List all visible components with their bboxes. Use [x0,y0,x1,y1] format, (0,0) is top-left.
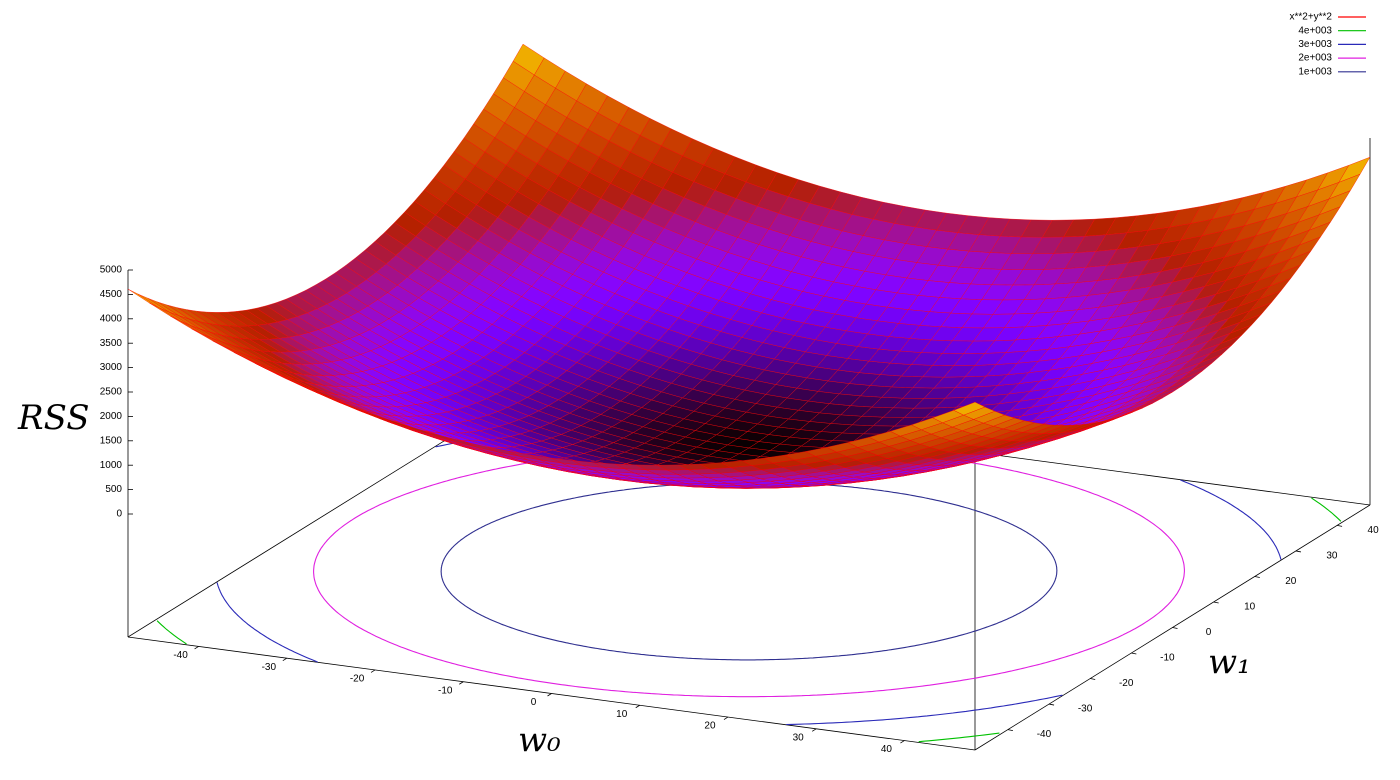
x-tick-label: -10 [438,685,453,696]
legend-label: x**2+y**2 [1289,12,1332,23]
x-tick-label: 10 [616,709,628,720]
z-tick-label: 3500 [100,338,123,349]
y-tick-label: 30 [1326,551,1338,562]
legend-label: 3e+003 [1298,39,1332,50]
legend-label: 2e+003 [1298,53,1332,64]
z-axis-label: RSS [17,398,90,438]
y-axis-label: w₁ [1208,642,1251,682]
contour-line [313,444,1185,698]
y-tick-label: 40 [1368,525,1380,536]
z-tick-label: 0 [116,509,122,520]
contour-line [440,481,1058,661]
y-tick [1172,627,1178,629]
x-tick-label: 30 [793,732,805,743]
surface-facet [953,401,986,416]
z-tick-label: 2500 [100,387,123,398]
y-tick [1048,703,1055,706]
x-tick-label: 40 [881,744,893,755]
y-tick-label: -40 [1037,729,1052,740]
x-tick-label: -40 [173,650,188,661]
surface-facet [127,288,160,309]
x-tick-label: -20 [350,674,365,685]
legend-label: 4e+003 [1298,25,1332,36]
y-tick-label: -10 [1160,653,1175,664]
z-tick-label: 500 [105,484,122,495]
x-tick [194,646,199,650]
y-tick [1213,601,1219,604]
z-tick-label: 1000 [100,460,123,471]
y-tick [1295,550,1302,553]
x-tick [635,704,640,709]
z-tick-label: 5000 [100,265,123,276]
z-tick-label: 3000 [100,362,123,373]
x-tick [282,657,288,662]
z-tick-label: 4500 [100,289,123,300]
y-tick-label: 20 [1285,576,1297,587]
x-tick [811,728,817,732]
x-tick [723,716,729,720]
x-tick [370,669,376,673]
y-tick [1131,652,1137,655]
y-tick-label: -20 [1119,678,1134,689]
y-tick-label: -30 [1078,704,1093,715]
z-tick-label: 2000 [100,411,123,422]
x-tick-label: 20 [704,721,716,732]
y-tick-label: 10 [1244,602,1256,613]
surface-facet [137,293,170,313]
y-tick-label: 0 [1206,627,1212,638]
y-tick [1254,576,1260,578]
x-tick [547,693,552,697]
z-tick-label: 1500 [100,435,123,446]
x-tick-label: 0 [531,697,537,708]
legend-label: 1e+003 [1298,66,1332,77]
x-tick-label: -30 [262,662,277,673]
y-tick [1337,525,1343,527]
x-axis-label: w₀ [518,720,561,760]
x-tick [900,740,905,744]
z-tick-label: 4000 [100,313,123,324]
x-tick [459,681,464,685]
y-tick [1007,729,1013,731]
y-tick [1090,678,1096,680]
